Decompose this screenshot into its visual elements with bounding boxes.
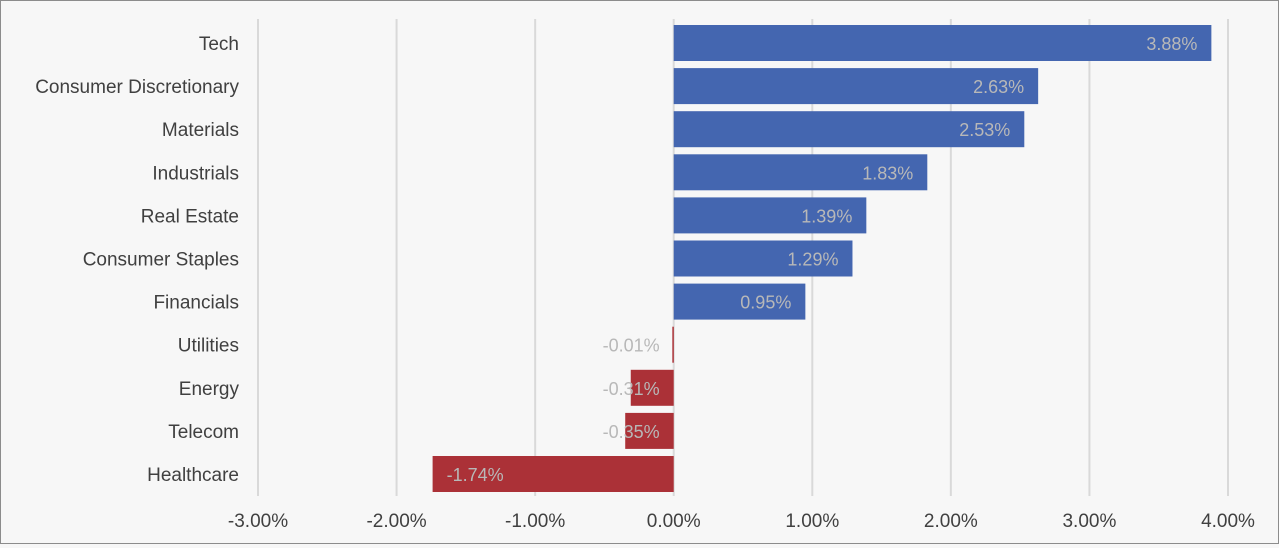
category-label: Consumer Staples — [83, 250, 239, 271]
x-tick-label: -1.00% — [505, 511, 565, 532]
category-labels: Tech Consumer Discretionary Materials Indus… — [35, 34, 239, 486]
category-label: Financials — [153, 293, 239, 314]
bar — [625, 412, 674, 449]
x-tick-label: 3.00% — [1062, 511, 1116, 532]
value-labels: 3.88% 2.63% 2.53% 1.83% 1.39% 1.29% 0.95% -0.01… — [447, 34, 1198, 485]
data-label: 1.39% — [801, 206, 852, 226]
bar — [630, 369, 674, 406]
bar — [673, 68, 1039, 105]
x-tick-label: 1.00% — [785, 511, 839, 532]
category-label: Materials — [162, 120, 239, 141]
data-label: 1.83% — [862, 163, 913, 183]
data-label: -0.35% — [603, 422, 660, 442]
bar — [673, 240, 853, 277]
category-label: Tech — [199, 34, 239, 55]
category-label: Industrials — [152, 163, 239, 184]
data-label: 2.53% — [959, 120, 1010, 140]
category-label: Utilities — [178, 336, 239, 357]
category-label: Consumer Discretionary — [35, 77, 239, 98]
data-label: -1.74% — [447, 465, 504, 485]
x-axis-tick-labels: -3.00% -2.00% -1.00% 0.00% 1.00% 2.00% 3.00% 4.… — [228, 511, 1255, 532]
x-tick-label: 2.00% — [924, 511, 978, 532]
bar — [673, 25, 1212, 61]
data-label: -0.01% — [603, 336, 660, 356]
data-label: 0.95% — [740, 293, 791, 313]
x-tick-label: -2.00% — [366, 511, 426, 532]
data-label: 1.29% — [787, 250, 838, 270]
x-tick-label: -3.00% — [228, 511, 288, 532]
category-label: Telecom — [168, 422, 239, 443]
bar — [432, 456, 674, 492]
bar — [673, 283, 806, 320]
data-label: 2.63% — [973, 77, 1024, 97]
bar — [673, 111, 1025, 148]
x-tick-label: 4.00% — [1201, 511, 1255, 532]
x-tick-label: 0.00% — [647, 511, 701, 532]
bar — [673, 154, 928, 191]
data-label: 3.88% — [1146, 34, 1197, 54]
bar — [673, 197, 867, 234]
bars — [432, 25, 1212, 492]
category-label: Healthcare — [147, 465, 239, 486]
category-label: Energy — [179, 379, 240, 400]
bar — [672, 326, 674, 363]
category-label: Real Estate — [141, 206, 239, 227]
data-label: -0.31% — [603, 379, 660, 399]
